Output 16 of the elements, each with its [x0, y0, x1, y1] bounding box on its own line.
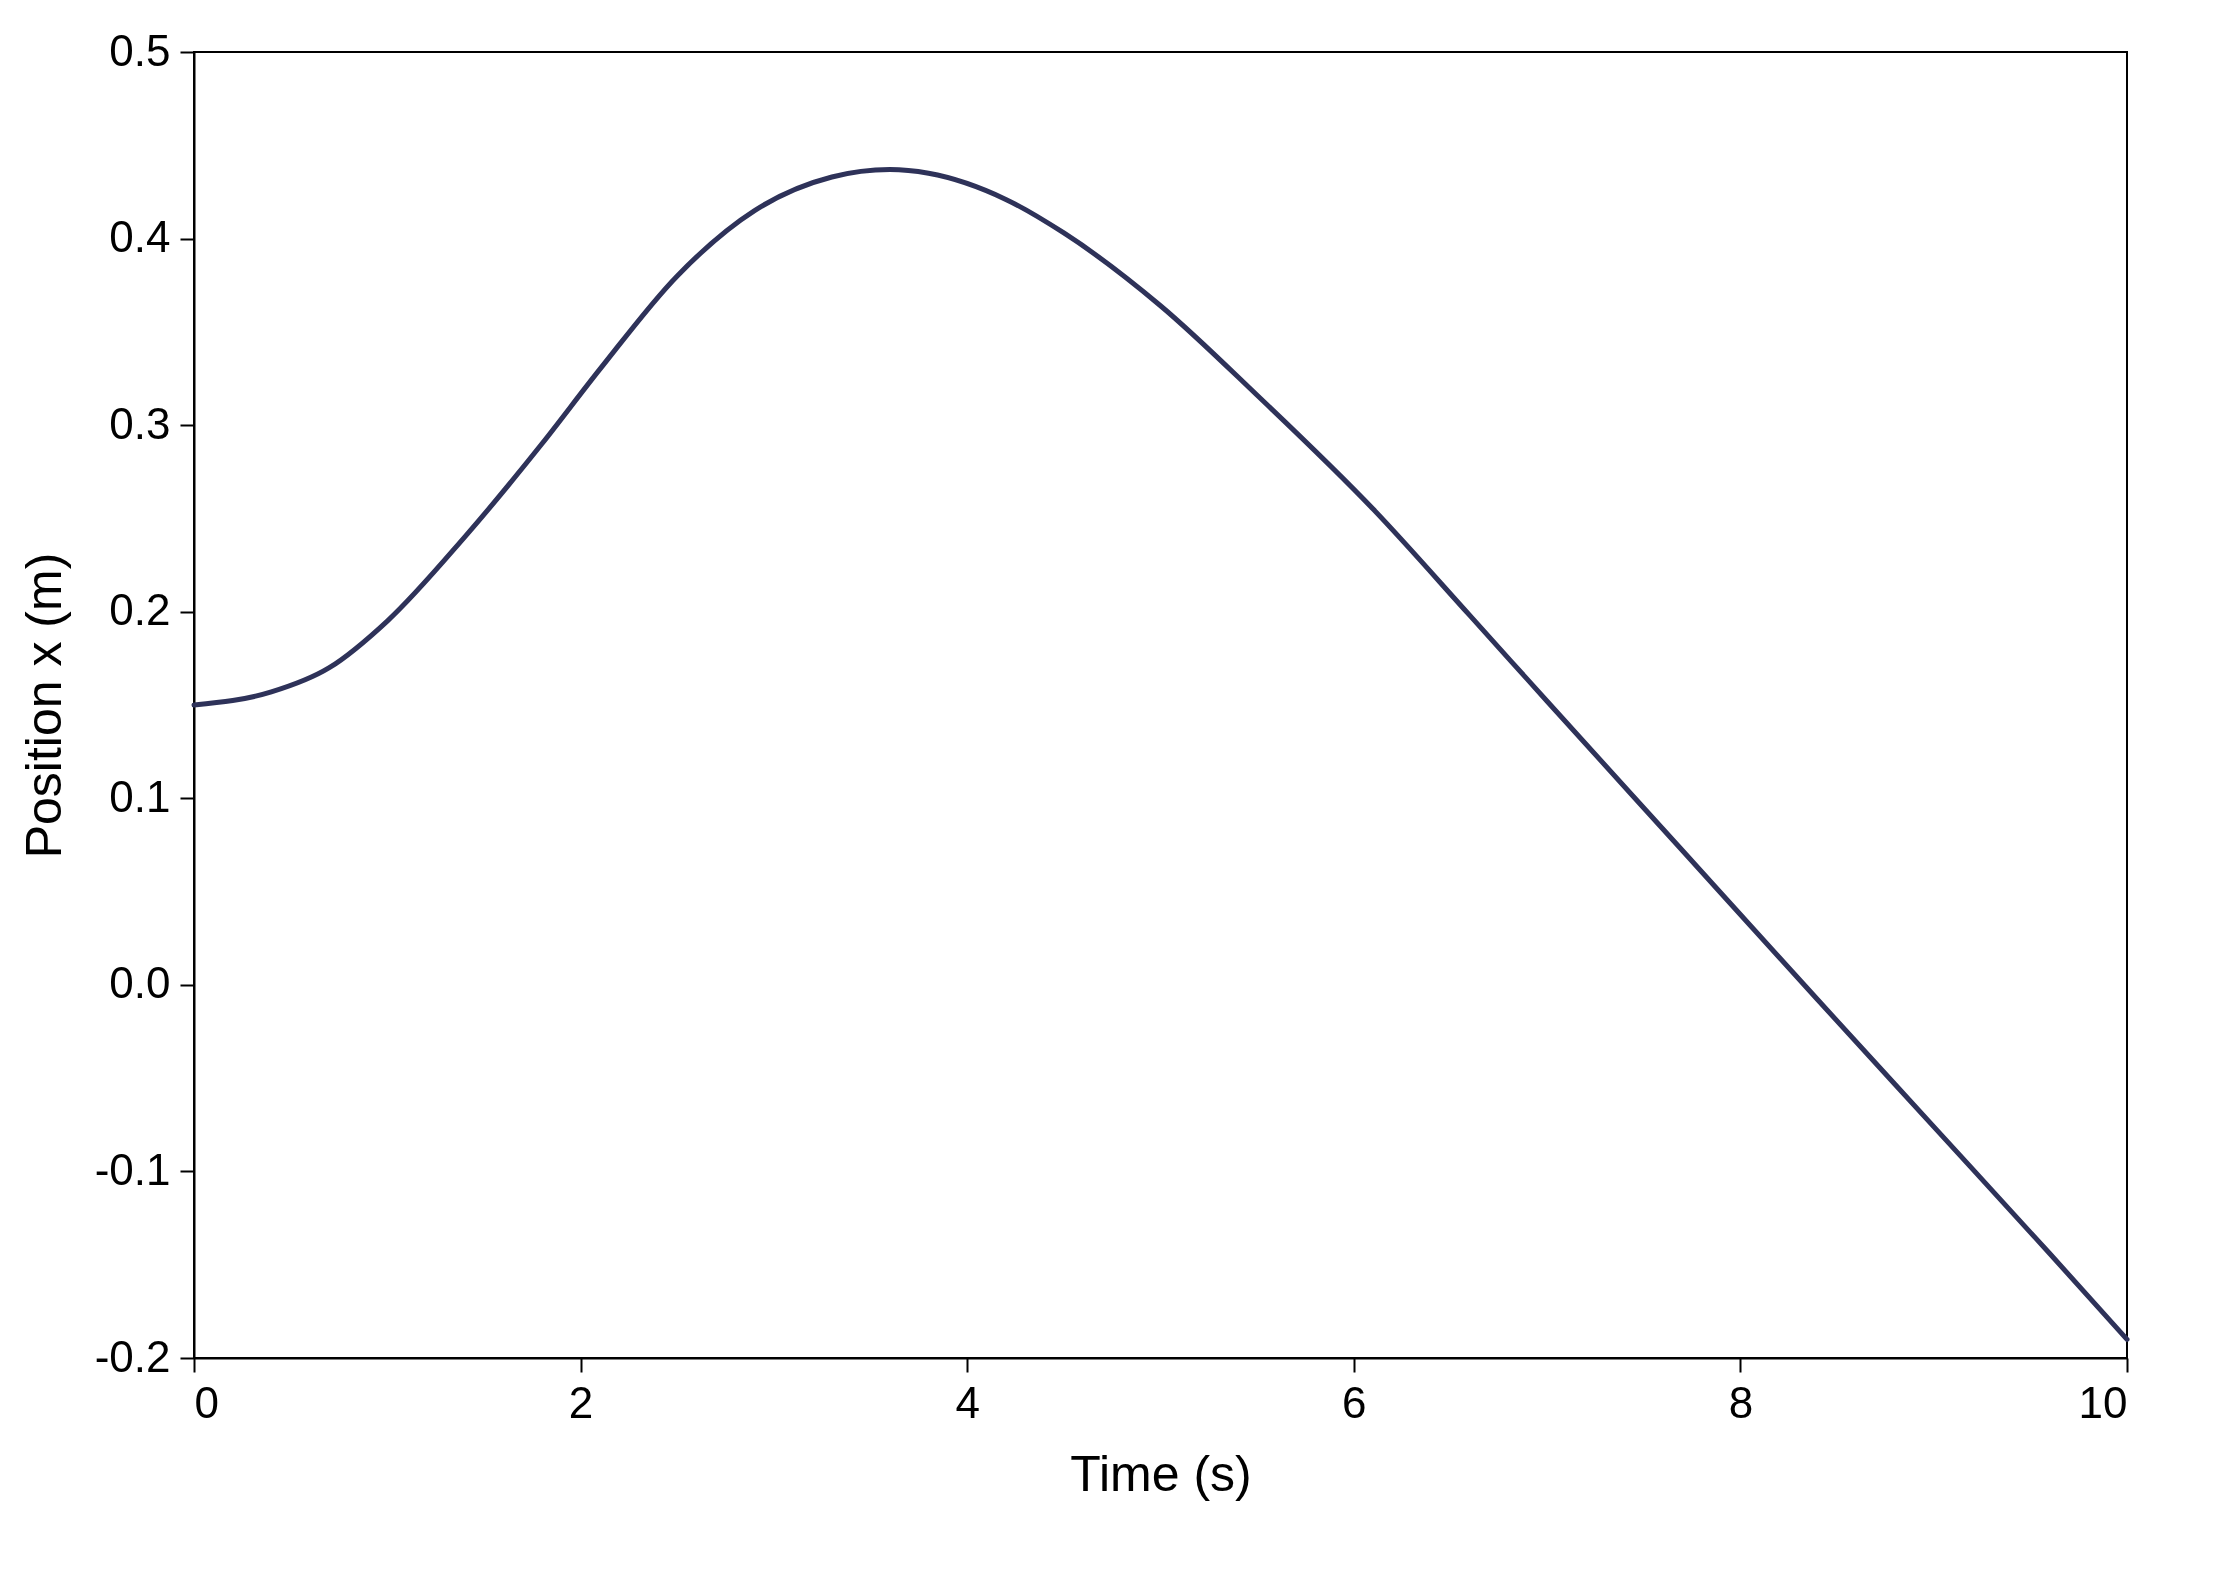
y-tick-label: 0.4: [109, 212, 171, 262]
x-axis-title: Time (s): [1070, 1445, 1252, 1502]
x-tick-label: 10: [2078, 1377, 2128, 1427]
y-axis-title: Position x (m): [15, 552, 72, 859]
x-tick-label: 4: [955, 1377, 980, 1427]
y-tick-label: 0.0: [109, 958, 171, 1008]
y-tick-label: 0.5: [109, 25, 171, 75]
x-tick-label: 6: [1342, 1377, 1367, 1427]
y-tick-label: -0.2: [94, 1331, 171, 1381]
x-tick-label: 0: [194, 1377, 219, 1427]
x-tick-label: 8: [1728, 1377, 1754, 1427]
y-tick-label: -0.1: [94, 1144, 171, 1194]
y-tick-label: 0.1: [109, 771, 171, 821]
x-tick-label: 2: [568, 1377, 594, 1427]
y-tick-label: 0.2: [109, 585, 171, 635]
y-tick-label: 0.3: [109, 398, 171, 448]
